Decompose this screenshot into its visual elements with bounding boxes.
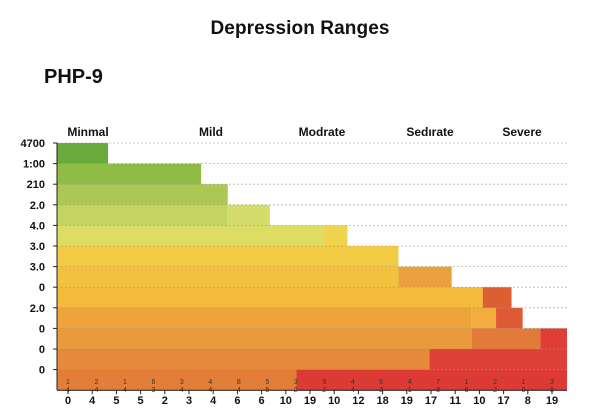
x-tick-label: 2 [162,395,168,407]
x-tick-sublabel: 2 [493,387,497,394]
x-tick-label: 17 [425,395,437,407]
bar-segment [57,287,483,309]
x-tick-sublabel: 4 [208,379,212,386]
x-tick-sublabel: 1 [522,379,526,386]
bar-segment [57,143,108,165]
x-tick-sublabel: 6 [379,379,383,386]
x-tick-label: 17 [497,395,509,407]
y-tick-label: 0 [39,365,45,377]
x-tick-sublabel: 6 [151,379,155,386]
x-tick-sublabel: 4 [180,387,184,394]
y-tick-label: 0 [39,344,45,356]
bar-segment [57,204,228,226]
bar-segment [57,246,399,268]
bar-segment [57,307,472,329]
severity-band-label: Modrate [299,125,346,139]
x-tick-sublabel: 1 [66,379,70,386]
y-tick-label: 2.0 [30,200,45,212]
bar-segment [296,369,567,391]
x-tick-sublabel: 5 [265,379,269,386]
y-tick-label: 3.0 [30,241,45,253]
x-tick-label: 5 [113,395,119,407]
x-tick-sublabel: 3 [379,387,383,394]
x-tick-sublabel: 4 [123,387,127,394]
x-tick-sublabel: 2 [493,379,497,386]
x-tick-sublabel: 1 [465,379,469,386]
x-tick-sublabel: 4 [351,387,355,394]
bar-segment [57,163,202,185]
x-tick-sublabel: 3 [180,379,184,386]
x-tick-sublabel: 4 [237,387,241,394]
bar-segment [482,287,512,309]
x-tick-sublabel: 8 [237,379,241,386]
x-tick-sublabel: 4 [351,379,355,386]
x-tick-label: 10 [473,395,485,407]
y-tick-label: 0 [39,282,45,294]
chart-title: Depression Ranges [210,18,390,39]
bar-segment [57,349,430,371]
x-tick-label: 4 [89,395,96,407]
bar-segment [471,307,497,329]
x-tick-sublabel: 3 [294,379,298,386]
x-tick-sublabel: 7 [436,379,440,386]
x-tick-label: 5 [138,395,144,407]
bar-segment [429,349,567,371]
y-tick-label: 1:00 [23,159,45,171]
y-tick-label: 210 [27,179,45,191]
y-tick-label: 4.0 [30,220,45,232]
x-tick-sublabel: 4 [66,387,70,394]
y-tick-label: 2.0 [30,303,45,315]
bar-segment [57,369,297,391]
bar-segment [471,328,541,350]
bar-segment [540,328,567,350]
x-tick-label: 19 [546,395,558,407]
chart-subtitle: PHP-9 [44,66,103,88]
x-tick-sublabel: 8 [465,387,469,394]
x-tick-label: 3 [186,395,192,407]
x-tick-sublabel: 4 [208,387,212,394]
x-tick-sublabel: 8 [522,387,526,394]
severity-band-label: Severe [502,125,542,139]
x-tick-sublabel: 5 [265,387,269,394]
x-tick-label: 18 [376,395,388,407]
x-tick-sublabel: 3 [322,379,326,386]
bar-segment [227,204,270,226]
x-tick-label: 10 [280,395,292,407]
bar-segment [323,225,348,247]
y-tick-label: 0 [39,323,45,335]
x-tick-sublabel: 3 [550,379,554,386]
x-tick-label: 11 [449,395,461,407]
bar-segment [57,225,324,247]
x-tick-sublabel: 1 [408,387,412,394]
y-tick-label: 3.0 [30,262,45,274]
x-tick-label: 19 [304,395,316,407]
bar-segment [57,266,399,288]
x-tick-label: 0 [65,395,71,407]
x-tick-sublabel: 2 [95,379,99,386]
bar-segment [496,307,523,329]
x-tick-sublabel: 2 [294,387,298,394]
x-tick-sublabel: 4 [408,379,412,386]
y-tick-label: 4700 [21,138,45,150]
x-tick-label: 6 [234,395,240,407]
severity-band-label: Minmal [67,125,108,139]
x-tick-label: 8 [525,395,531,407]
x-tick-sublabel: 4 [95,387,99,394]
x-tick-sublabel: 8 [436,387,440,394]
x-tick-label: 6 [259,395,265,407]
x-tick-sublabel: 1 [123,379,127,386]
x-tick-label: 4 [210,395,217,407]
bar-segment [57,184,228,206]
severity-band-label: Mild [199,125,223,139]
x-tick-sublabel: 3 [151,387,155,394]
x-tick-label: 19 [401,395,413,407]
x-tick-label: 12 [352,395,364,407]
bar-segment [398,266,452,288]
x-tick-label: 10 [328,395,340,407]
x-tick-sublabel: 2 [322,387,326,394]
bar-segment [57,328,472,350]
x-tick-sublabel: 8 [550,387,554,394]
severity-band-label: Sedırate [406,125,454,139]
